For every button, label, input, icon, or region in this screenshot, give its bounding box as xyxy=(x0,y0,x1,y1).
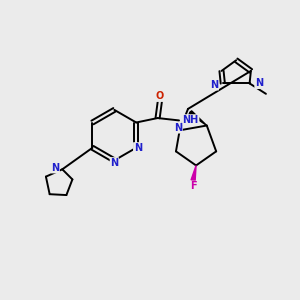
Polygon shape xyxy=(189,111,207,125)
Text: O: O xyxy=(156,92,164,101)
Text: NH: NH xyxy=(183,115,199,125)
Text: N: N xyxy=(134,143,142,153)
Polygon shape xyxy=(191,166,196,181)
Text: N: N xyxy=(110,158,118,168)
Text: F: F xyxy=(190,181,196,191)
Text: N: N xyxy=(51,163,59,173)
Text: N: N xyxy=(255,78,263,88)
Text: N: N xyxy=(210,80,218,90)
Text: N: N xyxy=(174,123,182,133)
